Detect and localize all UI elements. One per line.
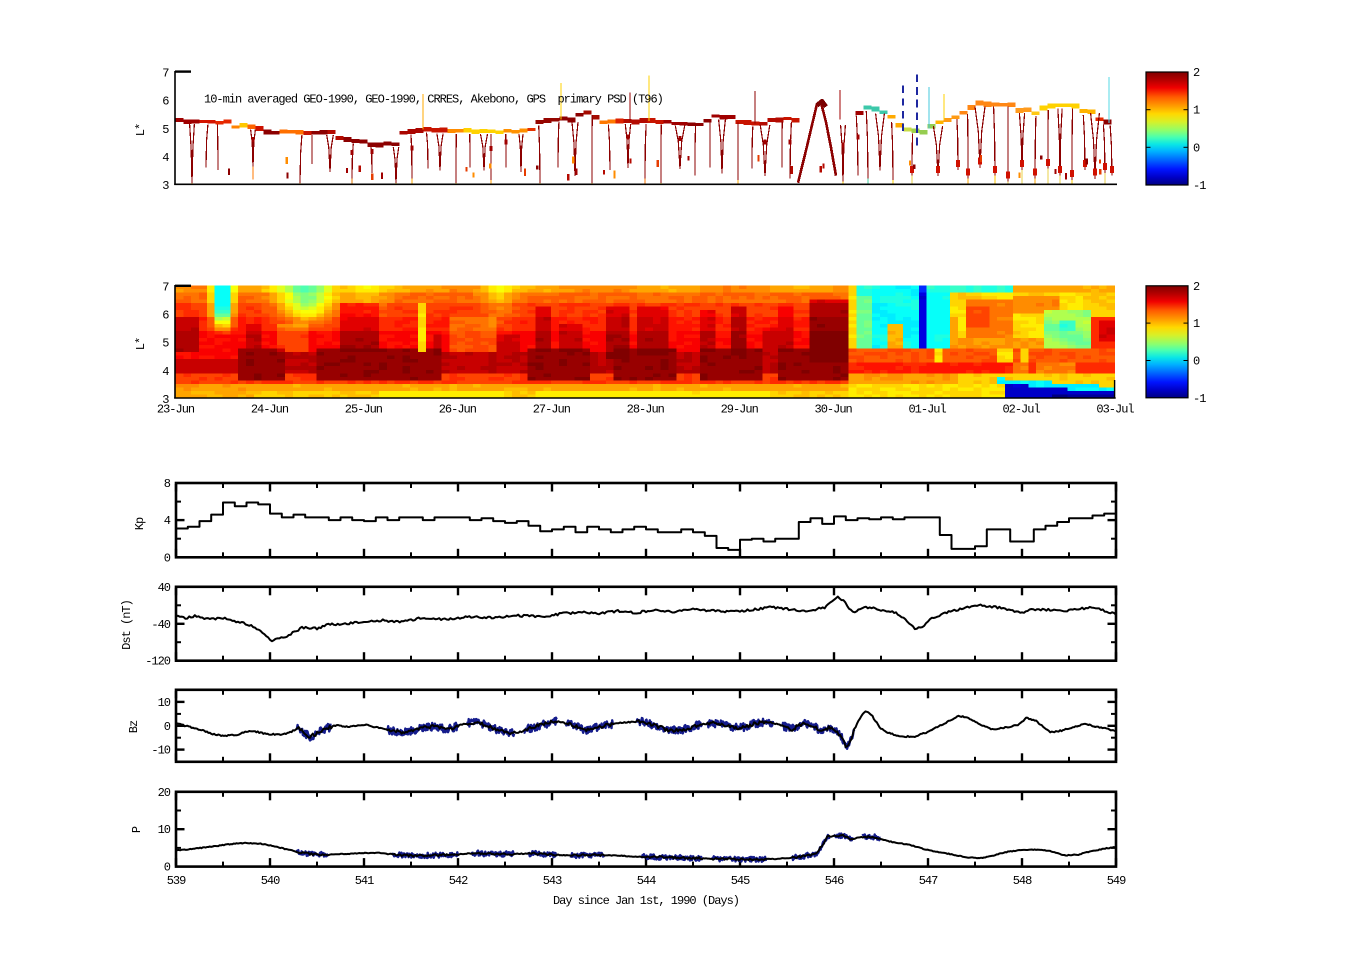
svg-text:0: 0 (1193, 141, 1200, 155)
svg-text:7: 7 (162, 281, 169, 295)
svg-text:-120: -120 (145, 655, 171, 669)
svg-text:40: 40 (158, 581, 171, 595)
svg-text:548: 548 (1013, 874, 1032, 888)
svg-text:1: 1 (1193, 104, 1200, 118)
svg-text:Day since Jan 1st, 1990 (Days): Day since Jan 1st, 1990 (Days) (553, 894, 739, 908)
svg-text:3: 3 (162, 393, 169, 407)
svg-text:-40: -40 (151, 618, 170, 632)
svg-text:29-Jun: 29-Jun (721, 403, 759, 417)
svg-text:539: 539 (167, 874, 186, 888)
svg-text:547: 547 (919, 874, 938, 888)
svg-text:5: 5 (162, 123, 169, 137)
svg-text:L*: L* (134, 338, 148, 350)
svg-text:546: 546 (825, 874, 844, 888)
svg-text:545: 545 (731, 874, 750, 888)
svg-text:30-Jun: 30-Jun (815, 403, 853, 417)
svg-text:Kp: Kp (133, 517, 147, 530)
svg-text:6: 6 (162, 309, 169, 323)
svg-text:10-min averaged GEO-1990, GEO-: 10-min averaged GEO-1990, GEO-1990, CRRE… (204, 93, 663, 107)
svg-text:28-Jun: 28-Jun (627, 403, 665, 417)
svg-text:10: 10 (158, 823, 171, 837)
svg-text:0: 0 (164, 551, 171, 565)
svg-text:542: 542 (449, 874, 468, 888)
svg-text:20: 20 (158, 786, 171, 800)
svg-text:544: 544 (637, 874, 656, 888)
svg-text:8: 8 (164, 477, 171, 491)
svg-text:24-Jun: 24-Jun (251, 403, 289, 417)
svg-text:6: 6 (162, 95, 169, 109)
svg-text:10: 10 (158, 696, 171, 710)
svg-text:1: 1 (1193, 317, 1200, 331)
svg-text:Dst (nT): Dst (nT) (120, 600, 134, 650)
svg-text:540: 540 (261, 874, 280, 888)
svg-text:4: 4 (162, 151, 169, 165)
svg-text:26-Jun: 26-Jun (439, 403, 477, 417)
svg-text:4: 4 (164, 514, 171, 528)
svg-text:3: 3 (162, 179, 169, 193)
svg-text:2: 2 (1193, 66, 1200, 80)
svg-text:4: 4 (162, 365, 169, 379)
svg-text:23-Jun: 23-Jun (157, 403, 195, 417)
svg-text:543: 543 (543, 874, 562, 888)
svg-text:-10: -10 (151, 744, 170, 758)
svg-text:541: 541 (355, 874, 374, 888)
svg-text:0: 0 (164, 720, 171, 734)
svg-text:Bz: Bz (127, 720, 141, 733)
svg-text:P: P (130, 826, 144, 833)
svg-text:27-Jun: 27-Jun (533, 403, 571, 417)
svg-text:03-Jul: 03-Jul (1096, 403, 1134, 417)
svg-text:0: 0 (164, 861, 171, 875)
svg-text:549: 549 (1107, 874, 1126, 888)
svg-text:2: 2 (1193, 280, 1200, 294)
svg-text:25-Jun: 25-Jun (345, 403, 383, 417)
svg-text:01-Jul: 01-Jul (908, 403, 946, 417)
svg-text:7: 7 (162, 67, 169, 81)
svg-text:5: 5 (162, 337, 169, 351)
svg-text:-1: -1 (1193, 392, 1206, 406)
svg-text:02-Jul: 02-Jul (1002, 403, 1040, 417)
svg-text:0: 0 (1193, 354, 1200, 368)
svg-text:-1: -1 (1193, 179, 1206, 193)
svg-text:L*: L* (134, 124, 148, 136)
